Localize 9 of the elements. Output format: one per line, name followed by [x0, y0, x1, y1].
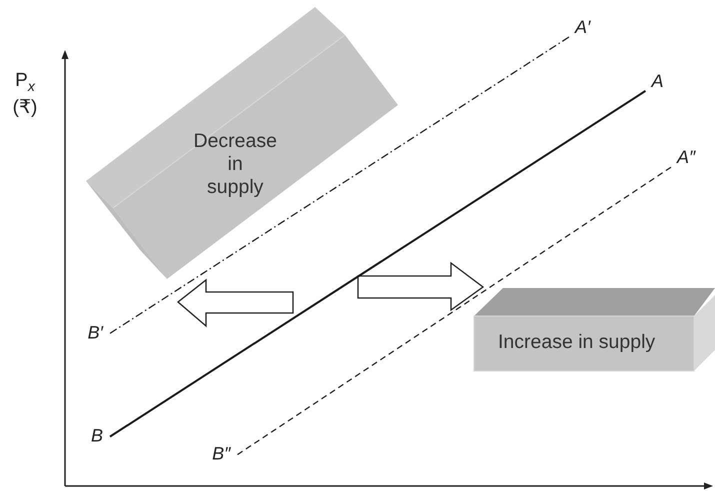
- text: A′: [574, 17, 592, 37]
- annotation: B: [90, 426, 103, 446]
- annotation: A: [650, 70, 664, 91]
- annotation: A″: [676, 147, 696, 168]
- y-axis-title: P$_{x}$ (₹): [12, 70, 38, 119]
- annotation: B′: [88, 322, 104, 342]
- annotation: Decrease in supply: [194, 130, 277, 199]
- annotation: B″: [212, 444, 232, 464]
- annotation: Increase in supply: [498, 331, 656, 354]
